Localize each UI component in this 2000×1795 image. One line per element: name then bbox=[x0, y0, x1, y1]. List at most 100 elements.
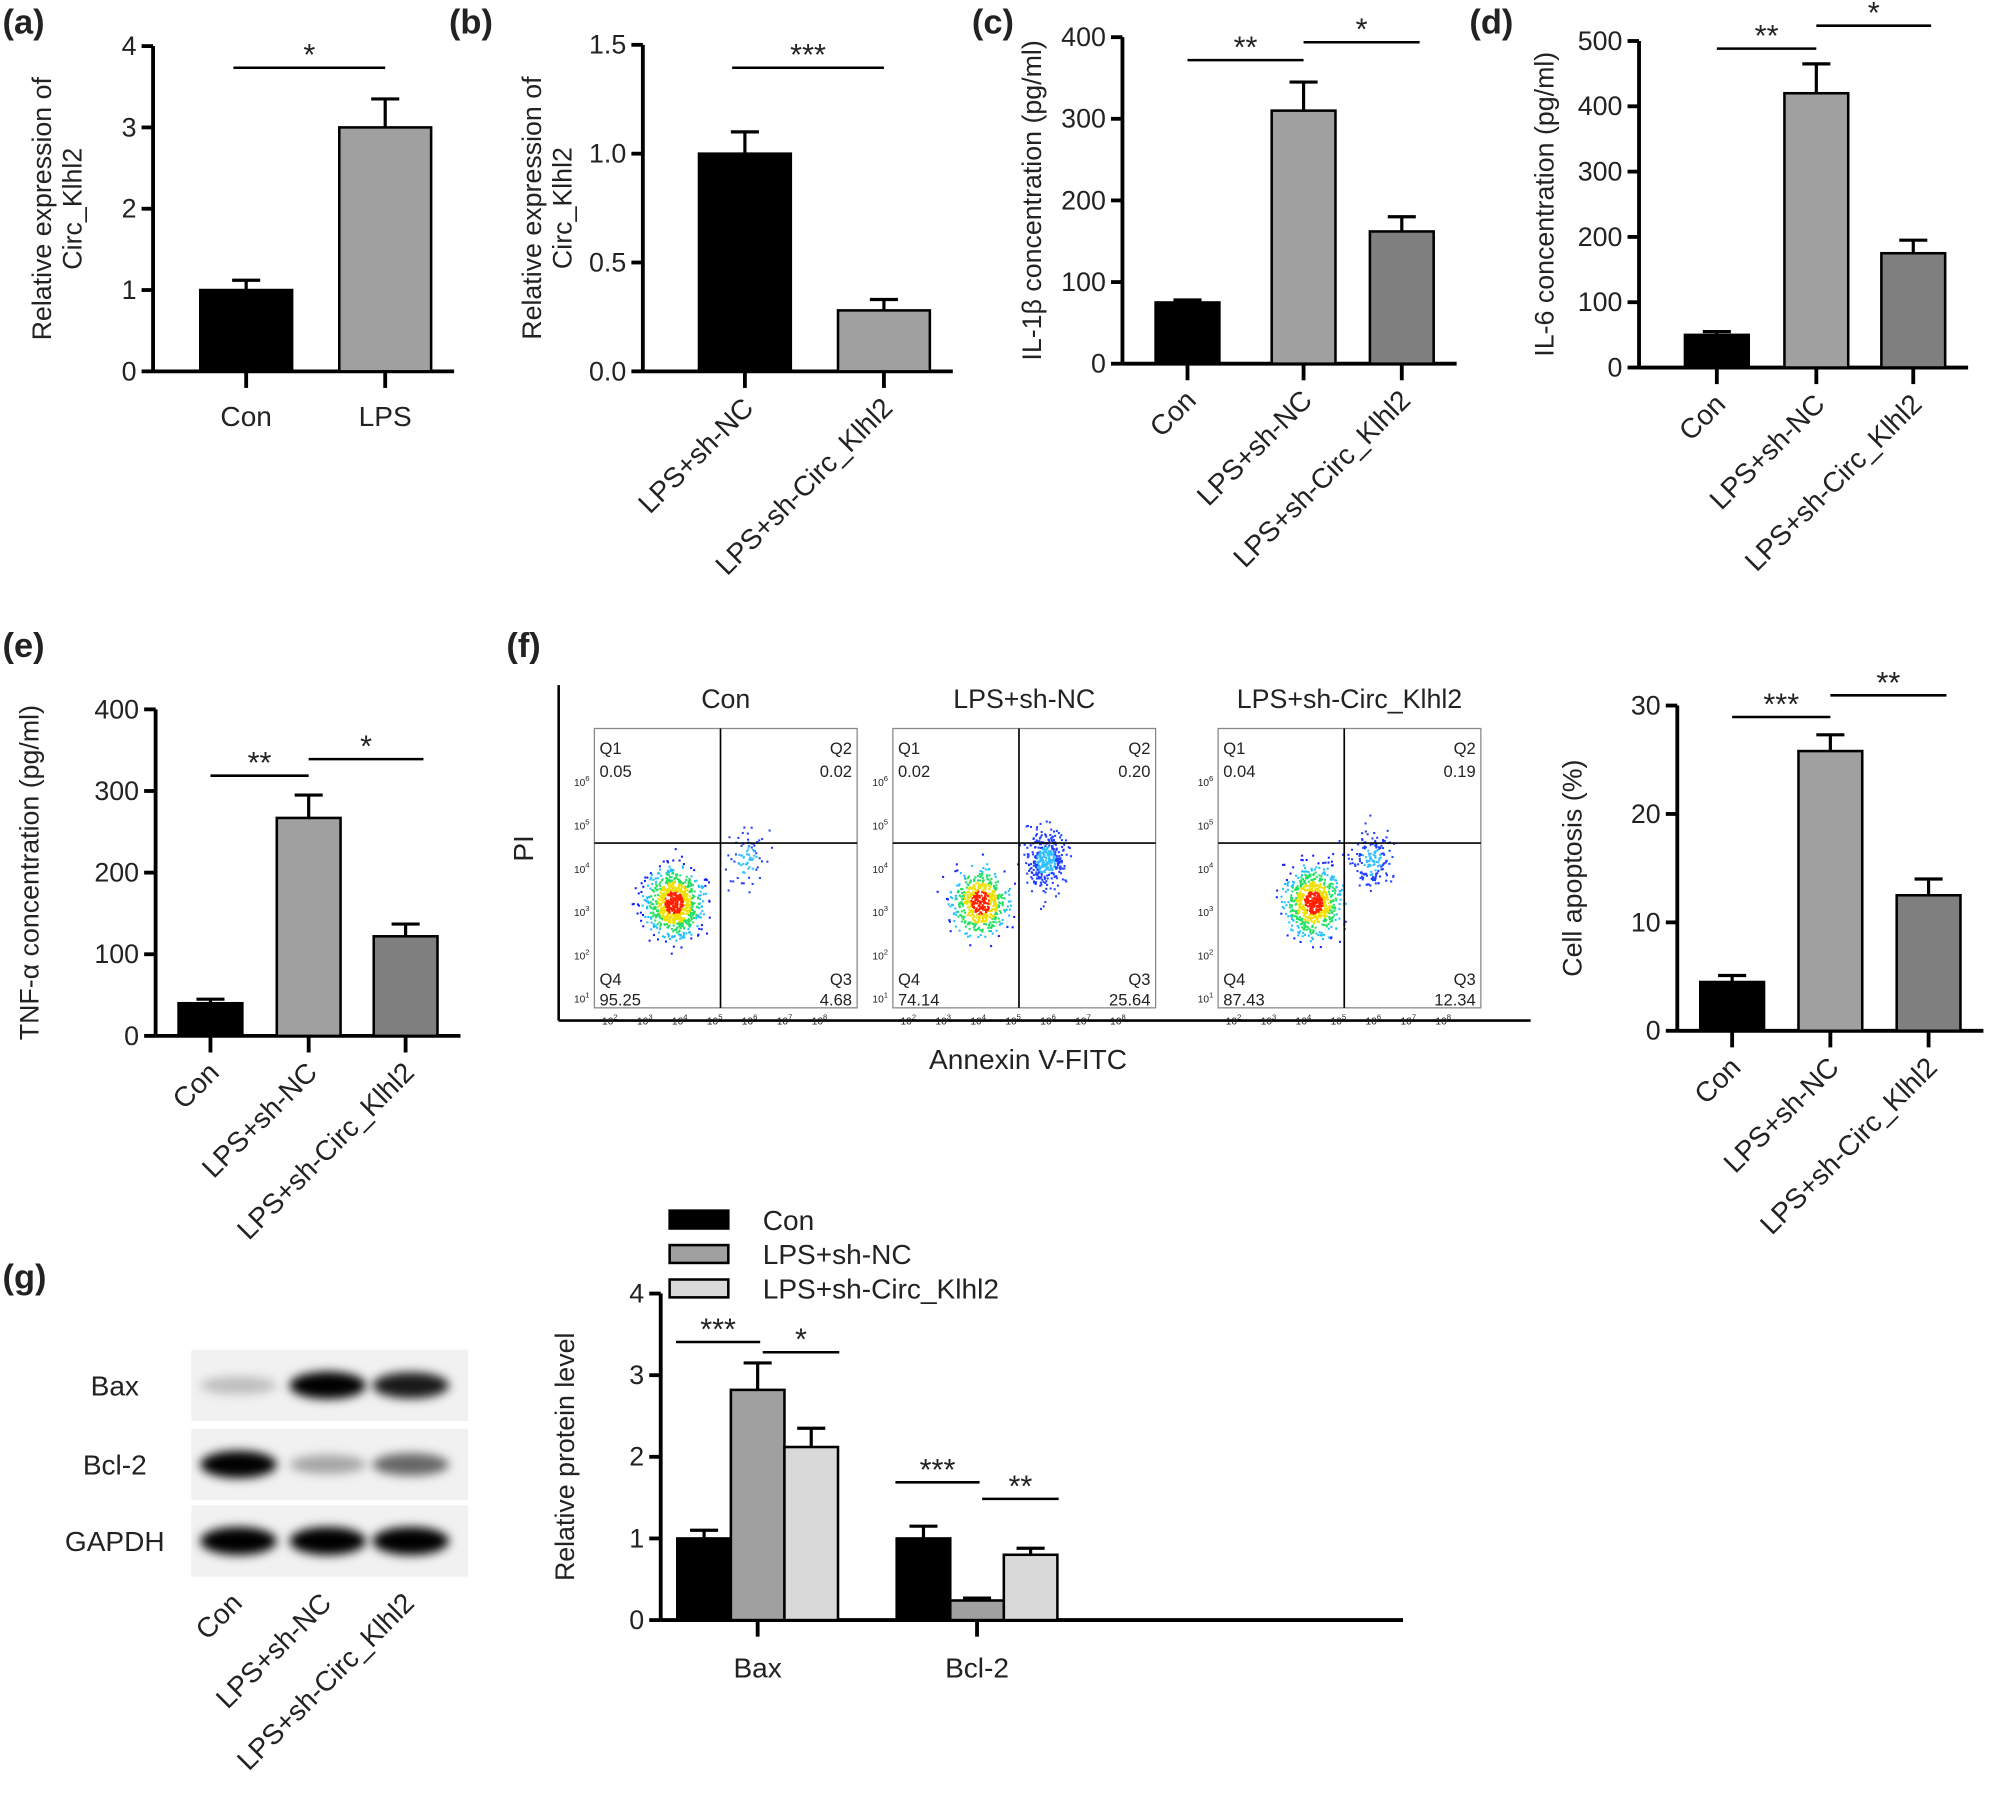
significance-label: * bbox=[360, 730, 372, 764]
flow-point bbox=[1306, 889, 1309, 892]
flow-point bbox=[658, 904, 661, 907]
flow-point bbox=[665, 915, 668, 918]
flow-point bbox=[636, 903, 639, 906]
flow-point bbox=[1374, 844, 1377, 847]
flow-point bbox=[996, 895, 999, 898]
flow-point bbox=[657, 902, 660, 905]
flow-point bbox=[675, 939, 678, 942]
flow-point bbox=[949, 891, 952, 894]
y-tick-label: 1 bbox=[122, 275, 137, 305]
tick-exponent: 4 bbox=[982, 1012, 987, 1021]
flow-point bbox=[1322, 914, 1325, 918]
flow-point bbox=[677, 887, 680, 890]
flow-point bbox=[969, 894, 972, 897]
flow-point bbox=[669, 916, 672, 919]
flow-point bbox=[667, 899, 670, 902]
flow-point bbox=[1301, 935, 1304, 938]
flow-point bbox=[958, 902, 961, 905]
flow-point bbox=[771, 846, 774, 849]
flow-point bbox=[994, 873, 997, 876]
flow-point bbox=[1301, 917, 1304, 920]
flow-point bbox=[1040, 876, 1043, 879]
flow-point bbox=[1003, 897, 1006, 900]
flow-point bbox=[1300, 887, 1303, 890]
flow-point bbox=[660, 906, 663, 909]
flow-point bbox=[1293, 881, 1296, 884]
flow-point bbox=[1039, 853, 1042, 856]
flow-point bbox=[1041, 878, 1044, 881]
flow-point bbox=[982, 905, 985, 908]
flow-point bbox=[1364, 856, 1367, 859]
flow-point bbox=[644, 899, 648, 902]
flow-point bbox=[649, 911, 652, 914]
flow-point bbox=[688, 908, 691, 911]
flow-point bbox=[970, 886, 973, 889]
flow-point bbox=[702, 893, 705, 896]
flow-point bbox=[1299, 923, 1302, 926]
tick-exponent: 5 bbox=[718, 1012, 722, 1021]
flow-point bbox=[1064, 879, 1067, 882]
flow-point bbox=[1051, 847, 1054, 850]
flow-point bbox=[1330, 909, 1333, 912]
flow-point bbox=[971, 910, 974, 913]
flow-point bbox=[975, 882, 978, 885]
flow-point bbox=[1338, 893, 1341, 896]
flow-point bbox=[1040, 872, 1043, 875]
flow-point bbox=[1371, 873, 1374, 876]
flow-point bbox=[942, 875, 945, 878]
flow-point bbox=[752, 857, 755, 860]
flow-point bbox=[1364, 872, 1367, 875]
flow-point bbox=[1325, 892, 1328, 895]
flow-point bbox=[666, 926, 669, 929]
flow-point bbox=[676, 894, 679, 897]
flow-point bbox=[1377, 861, 1380, 864]
flow-point bbox=[962, 918, 965, 921]
flow-point bbox=[974, 924, 977, 927]
flow-point bbox=[1385, 874, 1389, 877]
flow-point bbox=[1291, 915, 1294, 918]
flow-point bbox=[1354, 863, 1357, 866]
flow-point bbox=[670, 952, 673, 955]
flow-point bbox=[1038, 855, 1041, 858]
flow-point bbox=[1309, 882, 1312, 885]
flow-point bbox=[1312, 878, 1315, 881]
flow-point bbox=[1294, 874, 1298, 877]
flow-point bbox=[967, 913, 970, 916]
flow-point bbox=[1288, 921, 1291, 924]
flow-point bbox=[1283, 882, 1286, 885]
flow-point bbox=[1306, 926, 1309, 929]
flow-point bbox=[668, 907, 671, 910]
flow-point bbox=[745, 863, 748, 866]
flow-point bbox=[1289, 872, 1292, 875]
flow-point bbox=[1388, 849, 1391, 852]
flow-point bbox=[960, 914, 963, 917]
flow-point bbox=[650, 876, 653, 879]
flow-point bbox=[724, 868, 727, 871]
flow-point bbox=[1303, 924, 1306, 927]
flow-point bbox=[1334, 897, 1337, 900]
flow-point bbox=[1317, 894, 1320, 897]
flow-point bbox=[1328, 909, 1331, 912]
flow-point bbox=[989, 902, 992, 905]
flow-point bbox=[1311, 888, 1314, 891]
flow-point bbox=[1316, 917, 1319, 920]
flow-point bbox=[684, 894, 687, 897]
y-axis-label-line: Relative protein level bbox=[550, 1333, 580, 1581]
flow-point bbox=[655, 883, 658, 886]
flow-point bbox=[968, 887, 971, 890]
tick-exponent: 4 bbox=[1307, 1012, 1312, 1021]
flow-point bbox=[686, 893, 689, 896]
flow-point bbox=[1320, 910, 1323, 913]
flow-point bbox=[667, 915, 670, 918]
flow-point bbox=[1318, 899, 1321, 902]
flow-point bbox=[970, 909, 973, 912]
flow-point bbox=[1320, 875, 1323, 878]
flow-point bbox=[958, 903, 961, 906]
flow-point bbox=[1290, 905, 1293, 908]
flow-point bbox=[670, 884, 673, 887]
flow-point bbox=[1041, 865, 1044, 868]
flow-point bbox=[1315, 875, 1318, 878]
flow-point bbox=[664, 917, 667, 920]
flow-point bbox=[1038, 837, 1041, 840]
flow-point bbox=[1032, 853, 1035, 856]
